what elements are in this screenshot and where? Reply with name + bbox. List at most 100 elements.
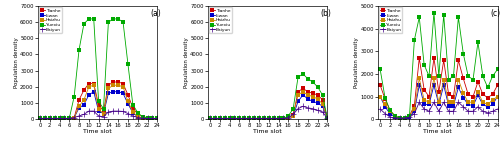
Line: Yuexiu: Yuexiu bbox=[38, 17, 159, 120]
Liwan bbox=[134, 116, 140, 118]
Line: Tianhe: Tianhe bbox=[38, 80, 159, 120]
Yuexiu bbox=[130, 104, 136, 105]
Haizhu bbox=[421, 99, 427, 101]
Baiyun bbox=[207, 118, 213, 119]
Baiyun bbox=[490, 110, 496, 112]
Yuexiu bbox=[42, 118, 48, 119]
Tianhe bbox=[406, 115, 412, 117]
Tianhe bbox=[276, 118, 281, 119]
Liwan bbox=[46, 118, 52, 119]
Baiyun bbox=[324, 118, 330, 119]
Tianhe bbox=[286, 117, 292, 118]
Baiyun bbox=[412, 113, 418, 114]
Baiyun bbox=[286, 117, 292, 118]
Liwan bbox=[286, 117, 292, 119]
Haizhu bbox=[470, 101, 476, 103]
Haizhu bbox=[387, 110, 393, 112]
Tianhe bbox=[207, 118, 213, 119]
Baiyun bbox=[402, 117, 407, 119]
Haizhu bbox=[494, 96, 500, 97]
Baiyun bbox=[134, 117, 140, 118]
Yuexiu bbox=[226, 118, 232, 119]
Yuexiu bbox=[460, 53, 466, 54]
Liwan bbox=[480, 104, 486, 105]
Yuexiu bbox=[236, 118, 242, 119]
Tianhe bbox=[421, 89, 427, 91]
Baiyun bbox=[222, 118, 228, 119]
Yuexiu bbox=[120, 21, 126, 23]
Haizhu bbox=[52, 118, 58, 119]
Liwan bbox=[256, 118, 262, 119]
Tianhe bbox=[251, 118, 257, 119]
Liwan bbox=[232, 118, 237, 119]
Tianhe bbox=[280, 118, 286, 119]
Yuexiu bbox=[46, 118, 52, 119]
Yuexiu bbox=[71, 96, 77, 97]
Baiyun bbox=[276, 118, 281, 119]
Haizhu bbox=[120, 86, 126, 88]
Liwan bbox=[456, 87, 462, 88]
Line: Yuexiu: Yuexiu bbox=[208, 72, 329, 120]
Yuexiu bbox=[412, 39, 418, 41]
Tianhe bbox=[222, 118, 228, 119]
Line: Baiyun: Baiyun bbox=[208, 104, 330, 121]
Liwan bbox=[266, 118, 272, 119]
Liwan bbox=[470, 105, 476, 107]
Liwan bbox=[402, 117, 407, 119]
Yuexiu bbox=[465, 75, 471, 77]
Baiyun bbox=[52, 118, 58, 119]
Haizhu bbox=[377, 96, 383, 97]
Baiyun bbox=[154, 118, 160, 119]
Baiyun bbox=[300, 105, 306, 107]
Tianhe bbox=[212, 118, 218, 119]
Haizhu bbox=[140, 117, 145, 119]
Tianhe bbox=[134, 113, 140, 115]
Baiyun bbox=[106, 111, 112, 113]
Line: Tianhe: Tianhe bbox=[208, 87, 329, 120]
Tianhe bbox=[42, 118, 48, 119]
Tianhe bbox=[310, 92, 316, 94]
Liwan bbox=[494, 96, 500, 97]
Baiyun bbox=[251, 118, 257, 119]
Tianhe bbox=[450, 96, 456, 97]
Liwan bbox=[140, 117, 145, 119]
Yuexiu bbox=[392, 115, 398, 117]
Yuexiu bbox=[144, 117, 150, 119]
Liwan bbox=[446, 105, 452, 107]
Yuexiu bbox=[416, 16, 422, 18]
Liwan bbox=[310, 101, 316, 102]
Liwan bbox=[475, 94, 481, 96]
Liwan bbox=[106, 92, 112, 94]
Haizhu bbox=[490, 99, 496, 101]
Baiyun bbox=[450, 110, 456, 112]
Haizhu bbox=[484, 104, 490, 105]
Liwan bbox=[96, 110, 102, 112]
Tianhe bbox=[266, 118, 272, 119]
Liwan bbox=[460, 97, 466, 99]
Baiyun bbox=[460, 106, 466, 108]
Yuexiu bbox=[276, 118, 281, 119]
Tianhe bbox=[120, 83, 126, 84]
Tianhe bbox=[387, 109, 393, 111]
Haizhu bbox=[46, 118, 52, 119]
Haizhu bbox=[226, 118, 232, 119]
Haizhu bbox=[144, 117, 150, 119]
Haizhu bbox=[266, 118, 272, 119]
Tianhe bbox=[66, 118, 72, 119]
Yuexiu bbox=[217, 118, 223, 119]
Baiyun bbox=[100, 116, 106, 118]
Baiyun bbox=[446, 110, 452, 112]
Baiyun bbox=[465, 110, 471, 112]
Yuexiu bbox=[56, 118, 62, 119]
Haizhu bbox=[242, 118, 248, 119]
Yuexiu bbox=[431, 12, 437, 14]
Yuexiu bbox=[154, 118, 160, 119]
Haizhu bbox=[217, 118, 223, 119]
Liwan bbox=[295, 101, 301, 102]
Yuexiu bbox=[456, 16, 462, 18]
Liwan bbox=[110, 91, 116, 93]
Haizhu bbox=[480, 101, 486, 103]
Line: Yuexiu: Yuexiu bbox=[378, 11, 499, 120]
Yuexiu bbox=[324, 118, 330, 119]
Tianhe bbox=[305, 91, 311, 93]
